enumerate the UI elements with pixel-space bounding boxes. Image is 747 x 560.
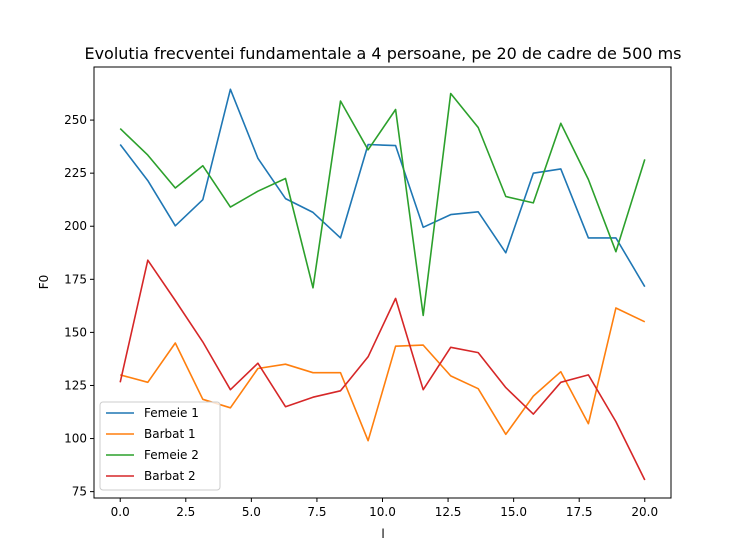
series-lines xyxy=(119,88,646,481)
x-tick-label: 2.5 xyxy=(176,505,195,519)
x-tick-label: 0.0 xyxy=(111,505,130,519)
y-axis: 75 100 125 150 175 200 225 250 xyxy=(64,113,94,499)
x-axis-label: l xyxy=(381,527,384,541)
series-line-4 xyxy=(119,259,646,481)
y-tick-label: 150 xyxy=(64,325,87,339)
x-tick-label: 5.0 xyxy=(242,505,261,519)
legend-box xyxy=(99,401,221,491)
legend-label: Barbat 1 xyxy=(144,427,196,441)
y-tick-label: 75 xyxy=(72,485,87,499)
series-line-1 xyxy=(119,88,646,288)
y-tick-label: 200 xyxy=(64,219,87,233)
y-tick-label: 225 xyxy=(64,166,87,180)
y-axis-label: F0 xyxy=(37,275,51,290)
x-tick-label: 20.0 xyxy=(631,505,658,519)
y-tick-label: 125 xyxy=(64,378,87,392)
series-line-3 xyxy=(119,92,646,317)
y-tick-label: 175 xyxy=(64,272,87,286)
legend-label: Femeie 1 xyxy=(144,406,199,420)
legend-label: Barbat 2 xyxy=(144,469,196,483)
x-tick-label: 12.5 xyxy=(435,505,462,519)
chart-title: Evolutia frecventei fundamentale a 4 per… xyxy=(84,44,681,63)
x-tick-label: 15.0 xyxy=(500,505,527,519)
legend-label: Femeie 2 xyxy=(144,448,199,462)
x-tick-label: 7.5 xyxy=(307,505,326,519)
x-tick-label: 17.5 xyxy=(566,505,593,519)
y-tick-label: 100 xyxy=(64,432,87,446)
y-tick-label: 250 xyxy=(64,113,87,127)
x-tick-label: 10.0 xyxy=(369,505,396,519)
series-line-2 xyxy=(119,307,646,442)
legend: Femeie 1 Barbat 1 Femeie 2 Barbat 2 xyxy=(99,401,221,491)
x-axis: 0.0 2.5 5.0 7.5 10.0 12.5 15.0 17.5 20.0 xyxy=(111,498,658,519)
